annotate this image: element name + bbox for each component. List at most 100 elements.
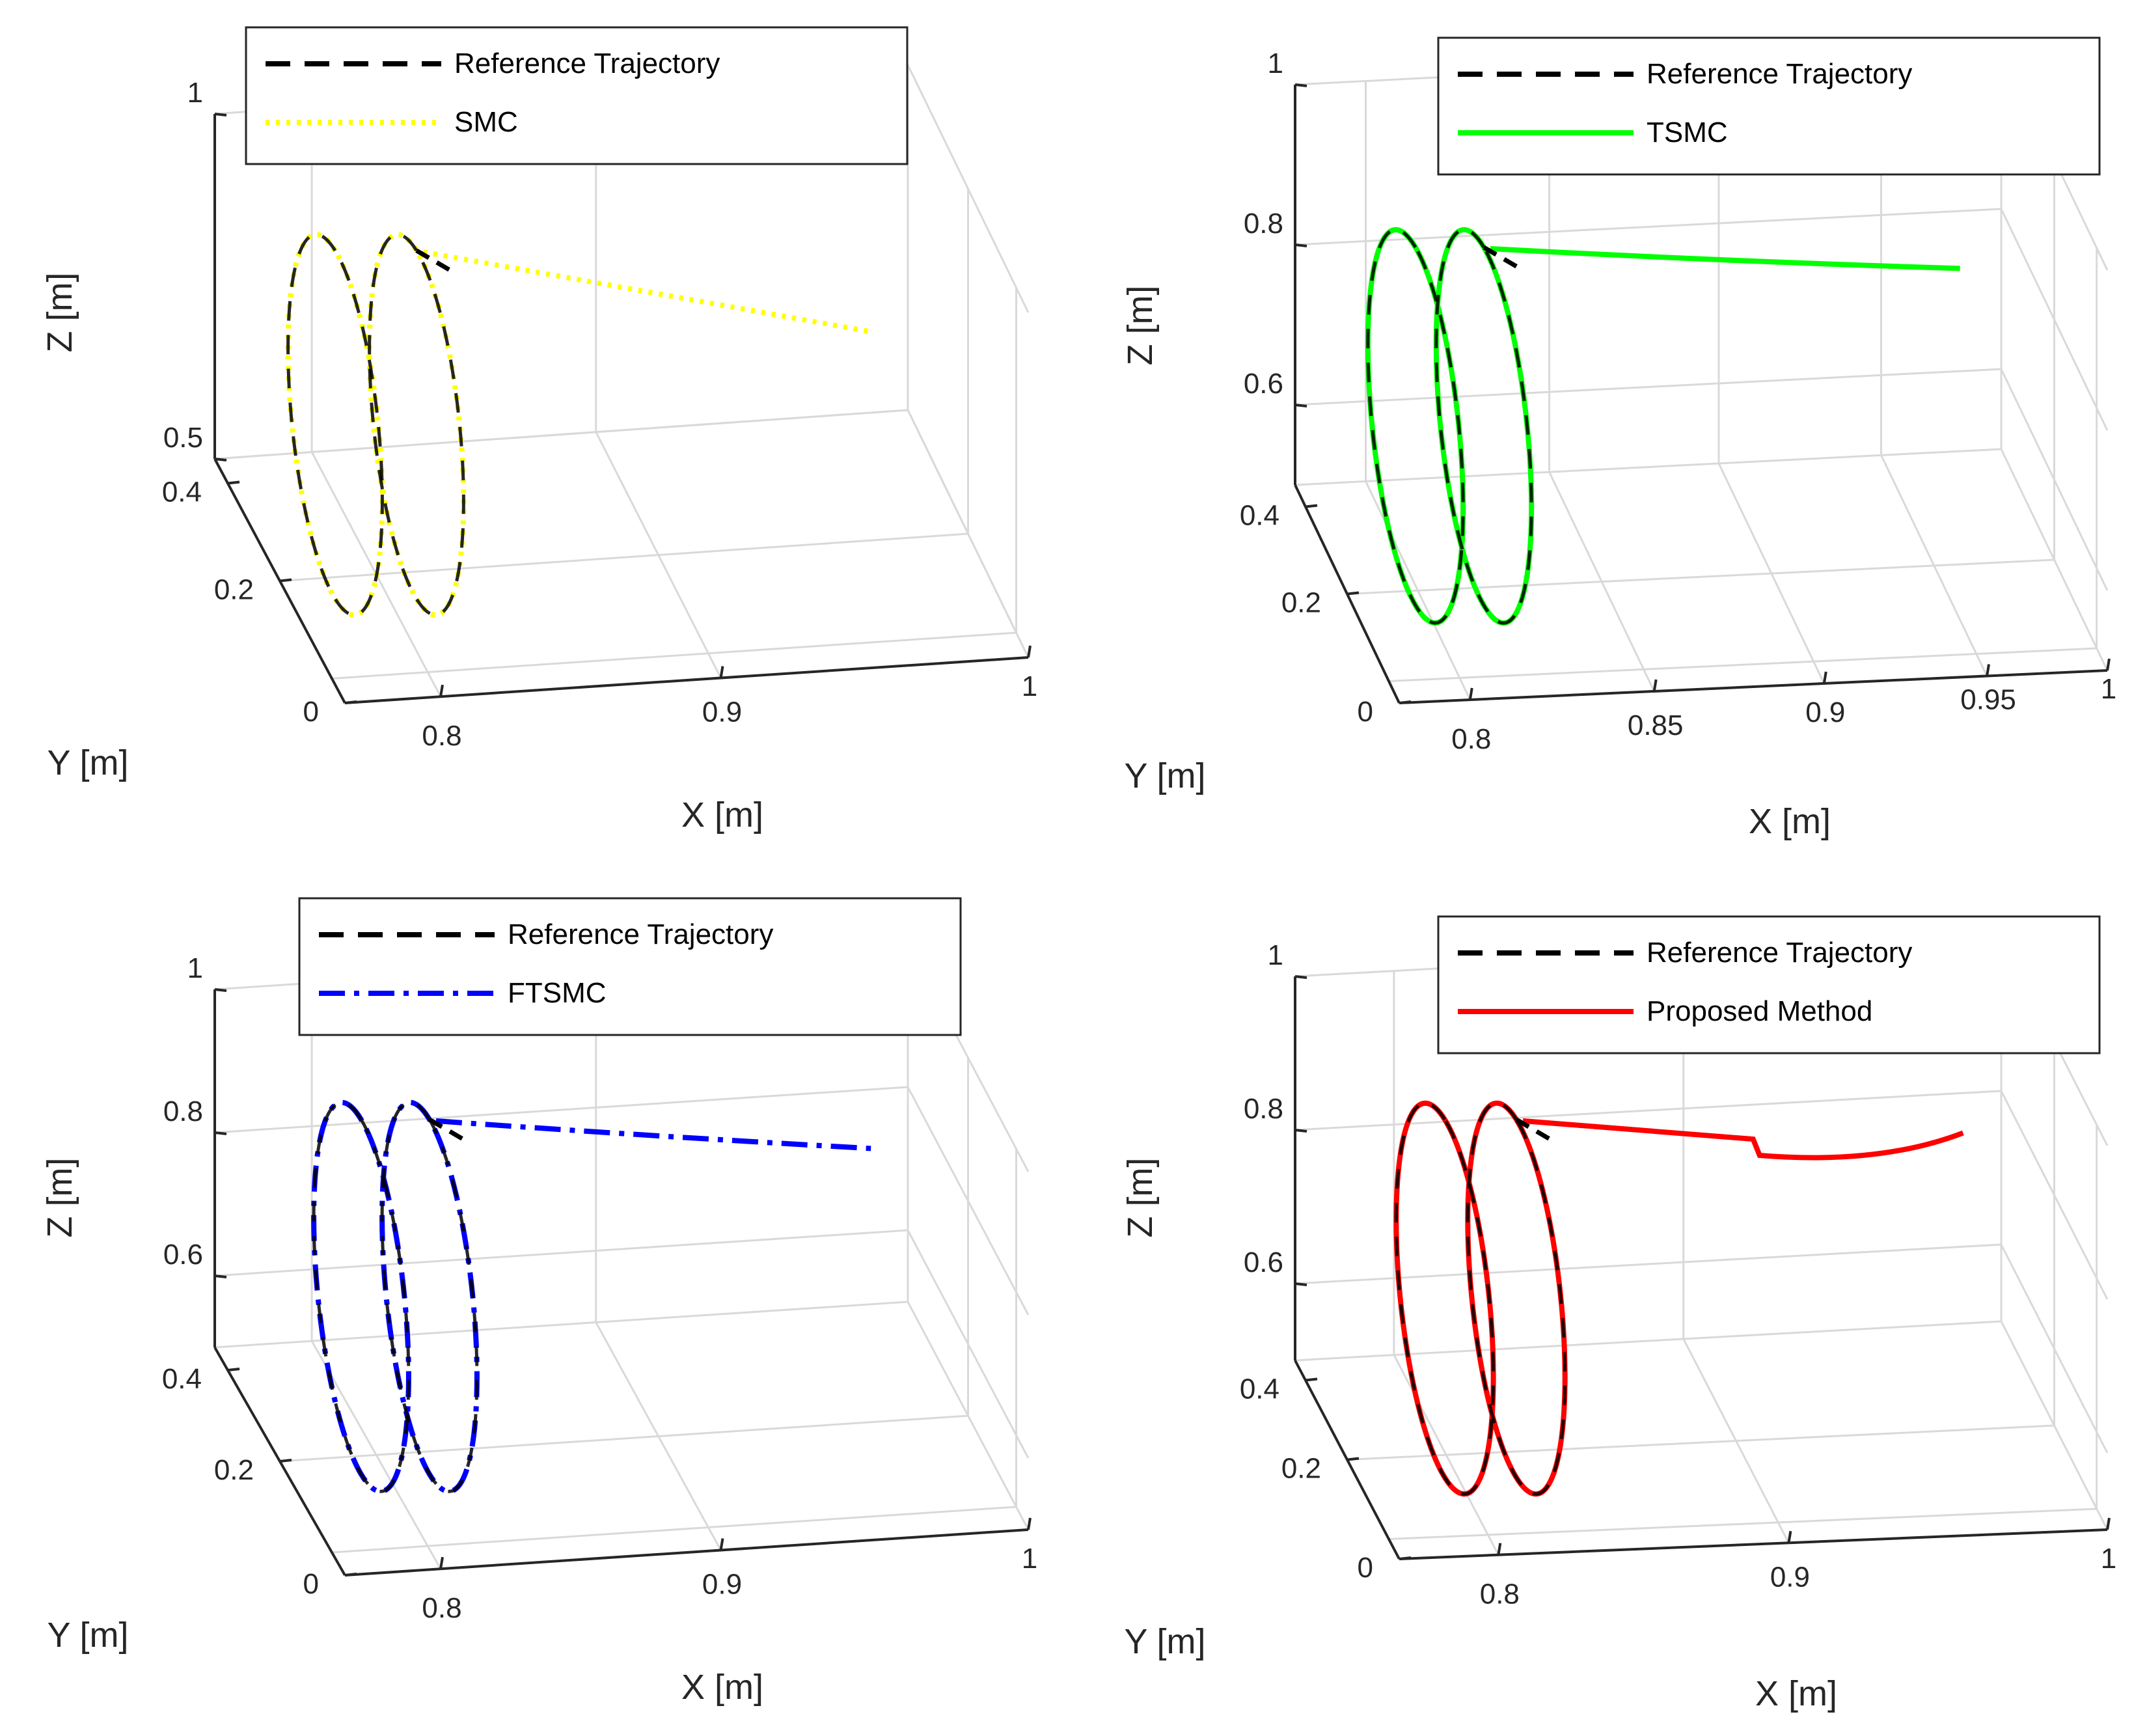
z-tick-label: 0.5 (163, 422, 203, 454)
y-axis-label: Y [m] (1124, 756, 1205, 795)
subplot-4: 0.8 0.9 1 0 0.2 0.4 0.6 0.8 1 X [m] Y [m] Z [m] Refe… (1121, 915, 2116, 1713)
z-tick (1294, 1129, 1307, 1133)
z-axis-label: Z [m] (1121, 286, 1160, 366)
x-tick (439, 684, 444, 697)
x-tick (1652, 679, 1658, 692)
legend-box (298, 897, 962, 1036)
x-axis-label: X [m] (1749, 802, 1831, 841)
z-tick (214, 113, 227, 117)
x-axis-label: X [m] (681, 1668, 763, 1707)
x-tick (1822, 671, 1827, 684)
y-tick (279, 1459, 292, 1463)
x-tick-label: 0.9 (1805, 696, 1845, 728)
z-tick-label: 0.8 (1244, 208, 1283, 240)
z-tick-label: 0.6 (1244, 368, 1283, 400)
z-tick-label: 0.8 (1244, 1093, 1283, 1125)
y-axis-label: Y [m] (47, 1616, 128, 1655)
y-tick-label: 0 (1358, 1552, 1373, 1584)
z-tick (214, 1131, 227, 1135)
y-tick (1347, 591, 1360, 596)
z-tick (1294, 83, 1307, 87)
series-reference-loop (380, 1101, 479, 1493)
x-tick (719, 1538, 724, 1550)
grid-line (1347, 558, 2055, 595)
series-reference-start (415, 248, 457, 276)
z-tick (1294, 404, 1307, 407)
series-reference-start (428, 1117, 470, 1145)
series-reference-start (1483, 245, 1524, 273)
x-tick-label: 0.8 (422, 720, 461, 752)
y-tick (279, 578, 292, 583)
grid-line (279, 532, 968, 582)
y-tick-label: 0 (1358, 696, 1373, 728)
y-tick-label: 0.4 (162, 1363, 202, 1395)
z-tick-label: 0.6 (1244, 1247, 1283, 1278)
y-tick (227, 480, 240, 485)
series-ftsmc-loop (311, 1099, 411, 1495)
series-reference-loop (1394, 1101, 1496, 1496)
series-smc-tail (422, 249, 871, 335)
x-tick-label: 0.95 (1960, 684, 2016, 716)
x-tick-label: 0.9 (702, 1569, 742, 1601)
legend-box (245, 26, 909, 165)
grid-line (1294, 208, 2109, 431)
y-tick (1399, 1556, 1412, 1560)
grid-line (1294, 1090, 2109, 1300)
x-tick-label: 0.9 (1770, 1561, 1810, 1593)
series-reference-loop (312, 1101, 411, 1493)
z-tick-label: 1 (187, 952, 203, 984)
x-tick-label: 0.85 (1628, 710, 1684, 741)
legend-label-controller: FTSMC (508, 977, 607, 1009)
z-tick-label: 1 (1268, 939, 1283, 971)
series-tsmc-loop (1433, 227, 1535, 626)
legend-label-controller: SMC (454, 106, 518, 138)
series-tsmc-loop (1365, 227, 1466, 626)
x-axis-line (344, 656, 1029, 704)
x-tick (1497, 1543, 1502, 1556)
subplot-3: 0.8 0.9 1 0 0.2 0.4 0.6 0.8 1 X [m] Y [m] Z [m] Refe… (40, 897, 1037, 1707)
x-axis-line (1399, 1528, 2108, 1560)
x-tick-label: 1 (1022, 1543, 1037, 1575)
legend-box (1437, 36, 2101, 176)
series-tsmc-tail (1490, 246, 1960, 271)
y-tick-label: 0.4 (1240, 1373, 1279, 1405)
grid-line (1294, 1243, 2109, 1454)
y-tick-label: 0 (303, 696, 319, 728)
x-tick-label: 1 (2101, 673, 2116, 705)
series-proposed-method-loop (1465, 1100, 1568, 1497)
grid-line (1294, 448, 2002, 486)
x-tick (2106, 1517, 2111, 1530)
series-proposed-method-tail (1522, 1118, 1964, 1161)
series-reference-loop (368, 232, 465, 617)
series-reference-start (1515, 1117, 1557, 1145)
x-axis-line (344, 1528, 1029, 1577)
y-tick (1347, 1457, 1360, 1461)
grid-line (214, 409, 1030, 658)
y-tick-label: 0.2 (214, 574, 254, 606)
x-tick (1787, 1530, 1792, 1543)
grid-line (1388, 647, 2097, 682)
x-tick-label: 1 (1022, 670, 1037, 702)
y-tick (344, 700, 357, 704)
y-tick (227, 1368, 240, 1371)
grid-line (214, 1301, 909, 1349)
z-tick (214, 458, 227, 462)
x-tick (719, 666, 724, 678)
z-tick-label: 1 (187, 77, 203, 109)
legend-label-controller: TSMC (1647, 117, 1728, 148)
x-axis-label: X [m] (1755, 1674, 1837, 1713)
y-tick (344, 1573, 357, 1577)
subplot-1: 0.8 0.9 1 0 0.2 0.4 0.5 1 X [m] Y [m] Z [m] Referen… (40, 26, 1037, 834)
z-tick (1294, 1282, 1307, 1286)
subplot-2: 0.8 0.85 0.9 0.95 1 0 0.2 0.4 0.6 0.8 1 X [m] Y [m] Z… (1121, 36, 2116, 841)
legend-label-reference: Reference Trajectory (1647, 58, 1912, 90)
x-tick (2106, 658, 2111, 671)
x-tick-label: 0.8 (1480, 1578, 1520, 1610)
grid-line (279, 1414, 968, 1463)
series-proposed-method-loop (1393, 1100, 1496, 1497)
y-axis-label: Y [m] (47, 743, 128, 782)
z-tick (214, 988, 227, 992)
x-tick-label: 0.8 (1451, 723, 1491, 755)
z-tick (1294, 243, 1307, 247)
